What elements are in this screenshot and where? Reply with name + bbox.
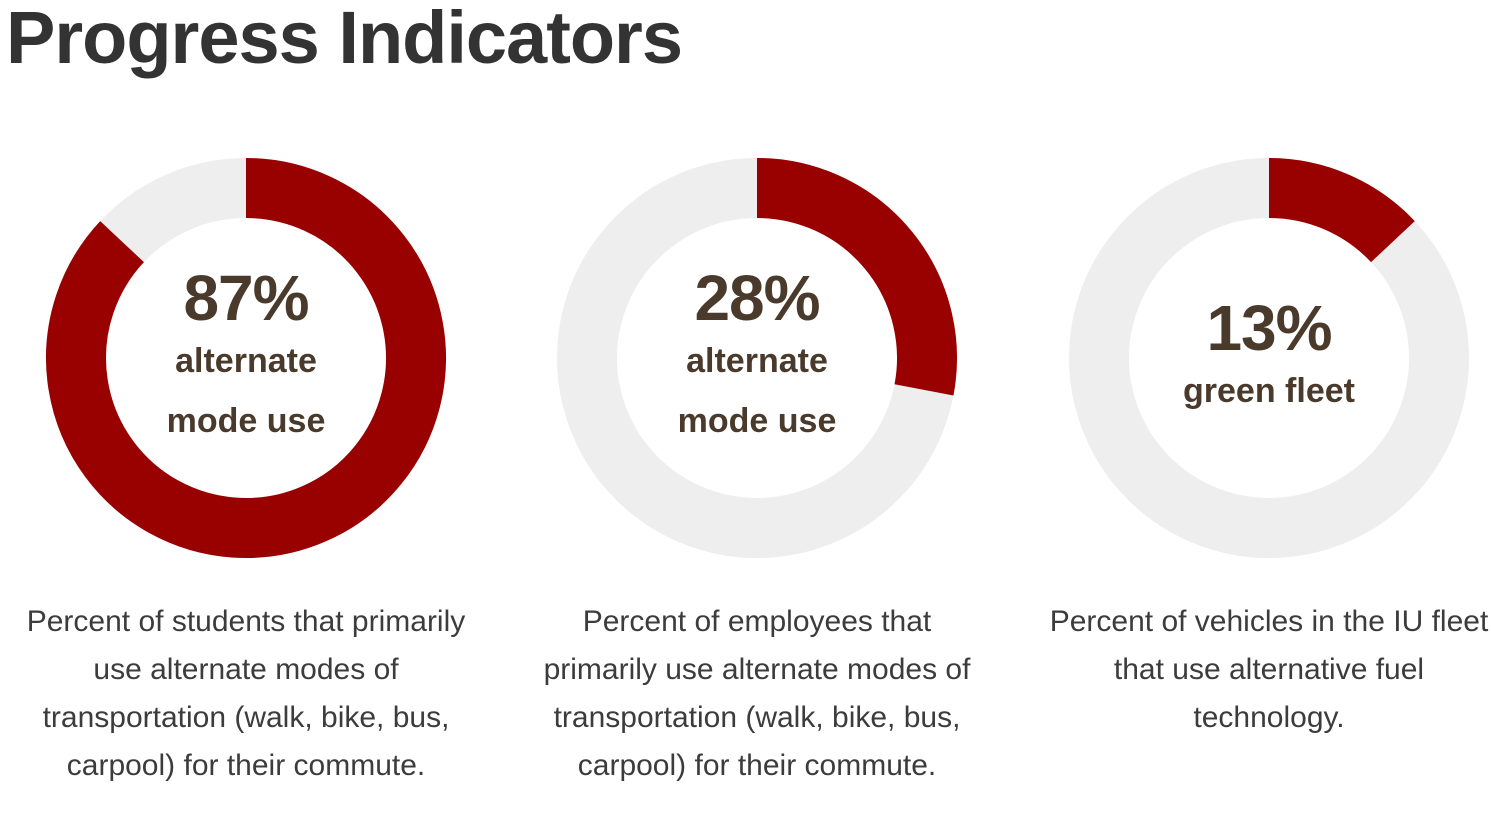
value-label: 28% — [694, 262, 820, 334]
caption-label: green fleet — [1183, 372, 1355, 410]
donut-center: 28% alternate mode use — [557, 158, 957, 558]
donut-center: 13% green fleet — [1069, 158, 1469, 558]
donut-chart-employees: 28% alternate mode use — [557, 158, 957, 558]
donut-progress-arc — [1268, 158, 1415, 263]
value-label: 13% — [1206, 292, 1332, 364]
donut-chart-students: 87% alternate mode use — [46, 158, 446, 558]
indicator-description: Percent of students that primarily use a… — [26, 605, 466, 782]
indicator-description: Percent of employees that primarily use … — [543, 605, 971, 782]
donut-svg-fleet — [1069, 158, 1469, 558]
donut-progress-arc — [46, 158, 446, 558]
donut-progress-arc — [756, 158, 957, 396]
donut-chart-fleet: 13% green fleet — [1069, 158, 1469, 558]
donut-center: 87% alternate mode use — [46, 158, 446, 558]
indicator-fleet: 13% green fleet Percent of vehicles in t… — [1029, 158, 1491, 742]
value-label: 87% — [183, 262, 309, 334]
page-title: Progress Indicators — [6, 0, 683, 79]
donut-svg-students — [46, 158, 446, 558]
caption-label: alternate mode use — [166, 342, 326, 440]
indicator-students: 87% alternate mode use Percent of studen… — [6, 158, 486, 790]
donut-svg-employees — [557, 158, 957, 558]
caption-label: alternate mode use — [677, 342, 837, 440]
indicator-employees: 28% alternate mode use Percent of employ… — [517, 158, 997, 790]
indicator-description: Percent of vehicles in the IU fleet that… — [1049, 605, 1489, 734]
